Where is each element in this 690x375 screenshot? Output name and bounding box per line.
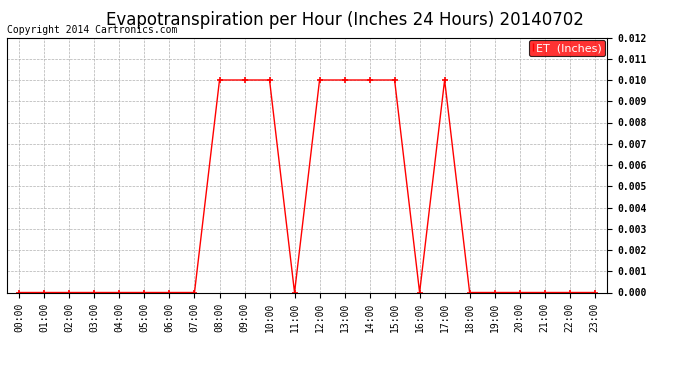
Text: Evapotranspiration per Hour (Inches 24 Hours) 20140702: Evapotranspiration per Hour (Inches 24 H… [106, 11, 584, 29]
Legend: ET  (Inches): ET (Inches) [529, 40, 605, 56]
Text: Copyright 2014 Cartronics.com: Copyright 2014 Cartronics.com [7, 25, 177, 35]
